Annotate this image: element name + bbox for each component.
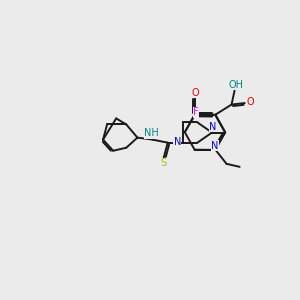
Text: NH: NH xyxy=(144,128,159,138)
Text: O: O xyxy=(247,98,254,107)
Text: F: F xyxy=(193,107,199,117)
Text: O: O xyxy=(191,88,199,98)
Text: OH: OH xyxy=(228,80,243,90)
Text: N: N xyxy=(209,122,217,132)
Text: N: N xyxy=(211,141,218,151)
Text: S: S xyxy=(160,158,167,168)
Text: N: N xyxy=(173,137,181,147)
